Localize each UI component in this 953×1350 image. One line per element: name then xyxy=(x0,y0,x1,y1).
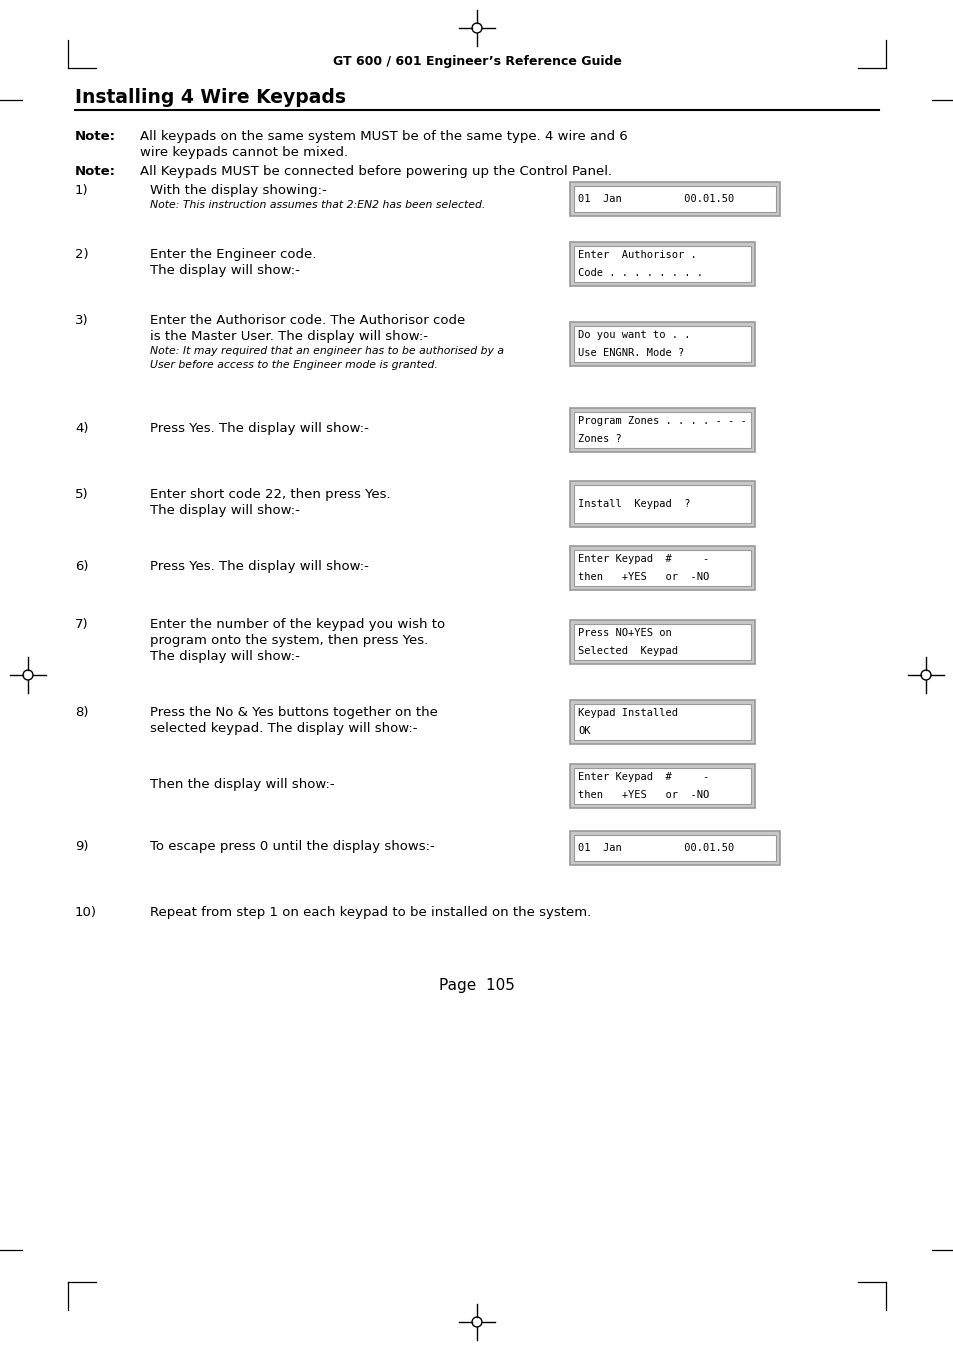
Bar xyxy=(569,701,754,744)
Bar xyxy=(569,408,754,452)
Text: To escape press 0 until the display shows:-: To escape press 0 until the display show… xyxy=(150,840,435,853)
Text: 1): 1) xyxy=(75,184,89,197)
Bar xyxy=(574,325,750,362)
Text: Selected  Keypad: Selected Keypad xyxy=(578,647,678,656)
Text: Press Yes. The display will show:-: Press Yes. The display will show:- xyxy=(150,423,369,435)
Text: Enter Keypad  #     -: Enter Keypad # - xyxy=(578,554,708,564)
Text: Do you want to . .: Do you want to . . xyxy=(578,329,690,340)
Text: Press NO+YES on: Press NO+YES on xyxy=(578,628,671,639)
Text: 01  Jan          00.01.50: 01 Jan 00.01.50 xyxy=(578,842,734,853)
Text: program onto the system, then press Yes.: program onto the system, then press Yes. xyxy=(150,634,428,647)
Text: Note: It may required that an engineer has to be authorised by a: Note: It may required that an engineer h… xyxy=(150,346,503,356)
Text: The display will show:-: The display will show:- xyxy=(150,649,299,663)
Text: 10): 10) xyxy=(75,906,97,919)
Text: With the display showing:-: With the display showing:- xyxy=(150,184,327,197)
Bar xyxy=(574,624,750,660)
Bar xyxy=(574,412,750,448)
Text: 01  Jan          00.01.50: 01 Jan 00.01.50 xyxy=(578,194,734,204)
Text: 4): 4) xyxy=(75,423,89,435)
Text: 5): 5) xyxy=(75,487,89,501)
Text: 2): 2) xyxy=(75,248,89,261)
Text: 8): 8) xyxy=(75,706,89,720)
Bar xyxy=(574,549,750,586)
Text: Press Yes. The display will show:-: Press Yes. The display will show:- xyxy=(150,560,369,572)
Text: The display will show:-: The display will show:- xyxy=(150,504,299,517)
Text: 3): 3) xyxy=(75,315,89,327)
Text: All Keypads MUST be connected before powering up the Control Panel.: All Keypads MUST be connected before pow… xyxy=(140,165,612,178)
Bar xyxy=(569,323,754,366)
Text: Repeat from step 1 on each keypad to be installed on the system.: Repeat from step 1 on each keypad to be … xyxy=(150,906,591,919)
Bar xyxy=(574,186,775,212)
Text: 9): 9) xyxy=(75,840,89,853)
Text: Note:: Note: xyxy=(75,130,116,143)
Text: Then the display will show:-: Then the display will show:- xyxy=(150,778,335,791)
Bar xyxy=(569,764,754,809)
Bar xyxy=(574,703,750,740)
Bar xyxy=(569,481,754,526)
Text: then   +YES   or  -NO: then +YES or -NO xyxy=(578,790,708,801)
Text: Enter the number of the keypad you wish to: Enter the number of the keypad you wish … xyxy=(150,618,445,630)
Bar xyxy=(569,620,754,664)
Text: Zones ?: Zones ? xyxy=(578,433,621,444)
Text: Press the No & Yes buttons together on the: Press the No & Yes buttons together on t… xyxy=(150,706,437,720)
Text: Note: This instruction assumes that 2:EN2 has been selected.: Note: This instruction assumes that 2:EN… xyxy=(150,200,485,211)
Text: Enter  Authorisor .: Enter Authorisor . xyxy=(578,250,696,261)
Bar xyxy=(569,832,780,865)
Bar xyxy=(569,182,780,216)
Text: Enter the Authorisor code. The Authorisor code: Enter the Authorisor code. The Authoriso… xyxy=(150,315,465,327)
Text: wire keypads cannot be mixed.: wire keypads cannot be mixed. xyxy=(140,146,348,159)
Text: Installing 4 Wire Keypads: Installing 4 Wire Keypads xyxy=(75,88,346,107)
Bar xyxy=(574,246,750,282)
Text: 7): 7) xyxy=(75,618,89,630)
Bar xyxy=(569,242,754,286)
Text: 6): 6) xyxy=(75,560,89,572)
Text: selected keypad. The display will show:-: selected keypad. The display will show:- xyxy=(150,722,417,734)
Text: Note:: Note: xyxy=(75,165,116,178)
Text: Install  Keypad  ?: Install Keypad ? xyxy=(578,500,690,509)
Text: then   +YES   or  -NO: then +YES or -NO xyxy=(578,572,708,582)
Text: is the Master User. The display will show:-: is the Master User. The display will sho… xyxy=(150,329,428,343)
Text: All keypads on the same system MUST be of the same type. 4 wire and 6: All keypads on the same system MUST be o… xyxy=(140,130,627,143)
Text: GT 600 / 601 Engineer’s Reference Guide: GT 600 / 601 Engineer’s Reference Guide xyxy=(333,55,620,69)
Text: Keypad Installed: Keypad Installed xyxy=(578,707,678,718)
Text: Program Zones . . . . - - -: Program Zones . . . . - - - xyxy=(578,416,746,427)
Bar xyxy=(574,485,750,522)
Bar xyxy=(569,545,754,590)
Bar xyxy=(574,768,750,805)
Text: Code . . . . . . . .: Code . . . . . . . . xyxy=(578,269,702,278)
Text: Page  105: Page 105 xyxy=(438,977,515,994)
Text: User before access to the Engineer mode is granted.: User before access to the Engineer mode … xyxy=(150,360,437,370)
Text: Use ENGNR. Mode ?: Use ENGNR. Mode ? xyxy=(578,348,683,358)
Text: OK: OK xyxy=(578,726,590,736)
Text: The display will show:-: The display will show:- xyxy=(150,265,299,277)
Text: Enter short code 22, then press Yes.: Enter short code 22, then press Yes. xyxy=(150,487,390,501)
Text: Enter the Engineer code.: Enter the Engineer code. xyxy=(150,248,316,261)
Text: Enter Keypad  #     -: Enter Keypad # - xyxy=(578,772,708,782)
Bar xyxy=(574,836,775,861)
